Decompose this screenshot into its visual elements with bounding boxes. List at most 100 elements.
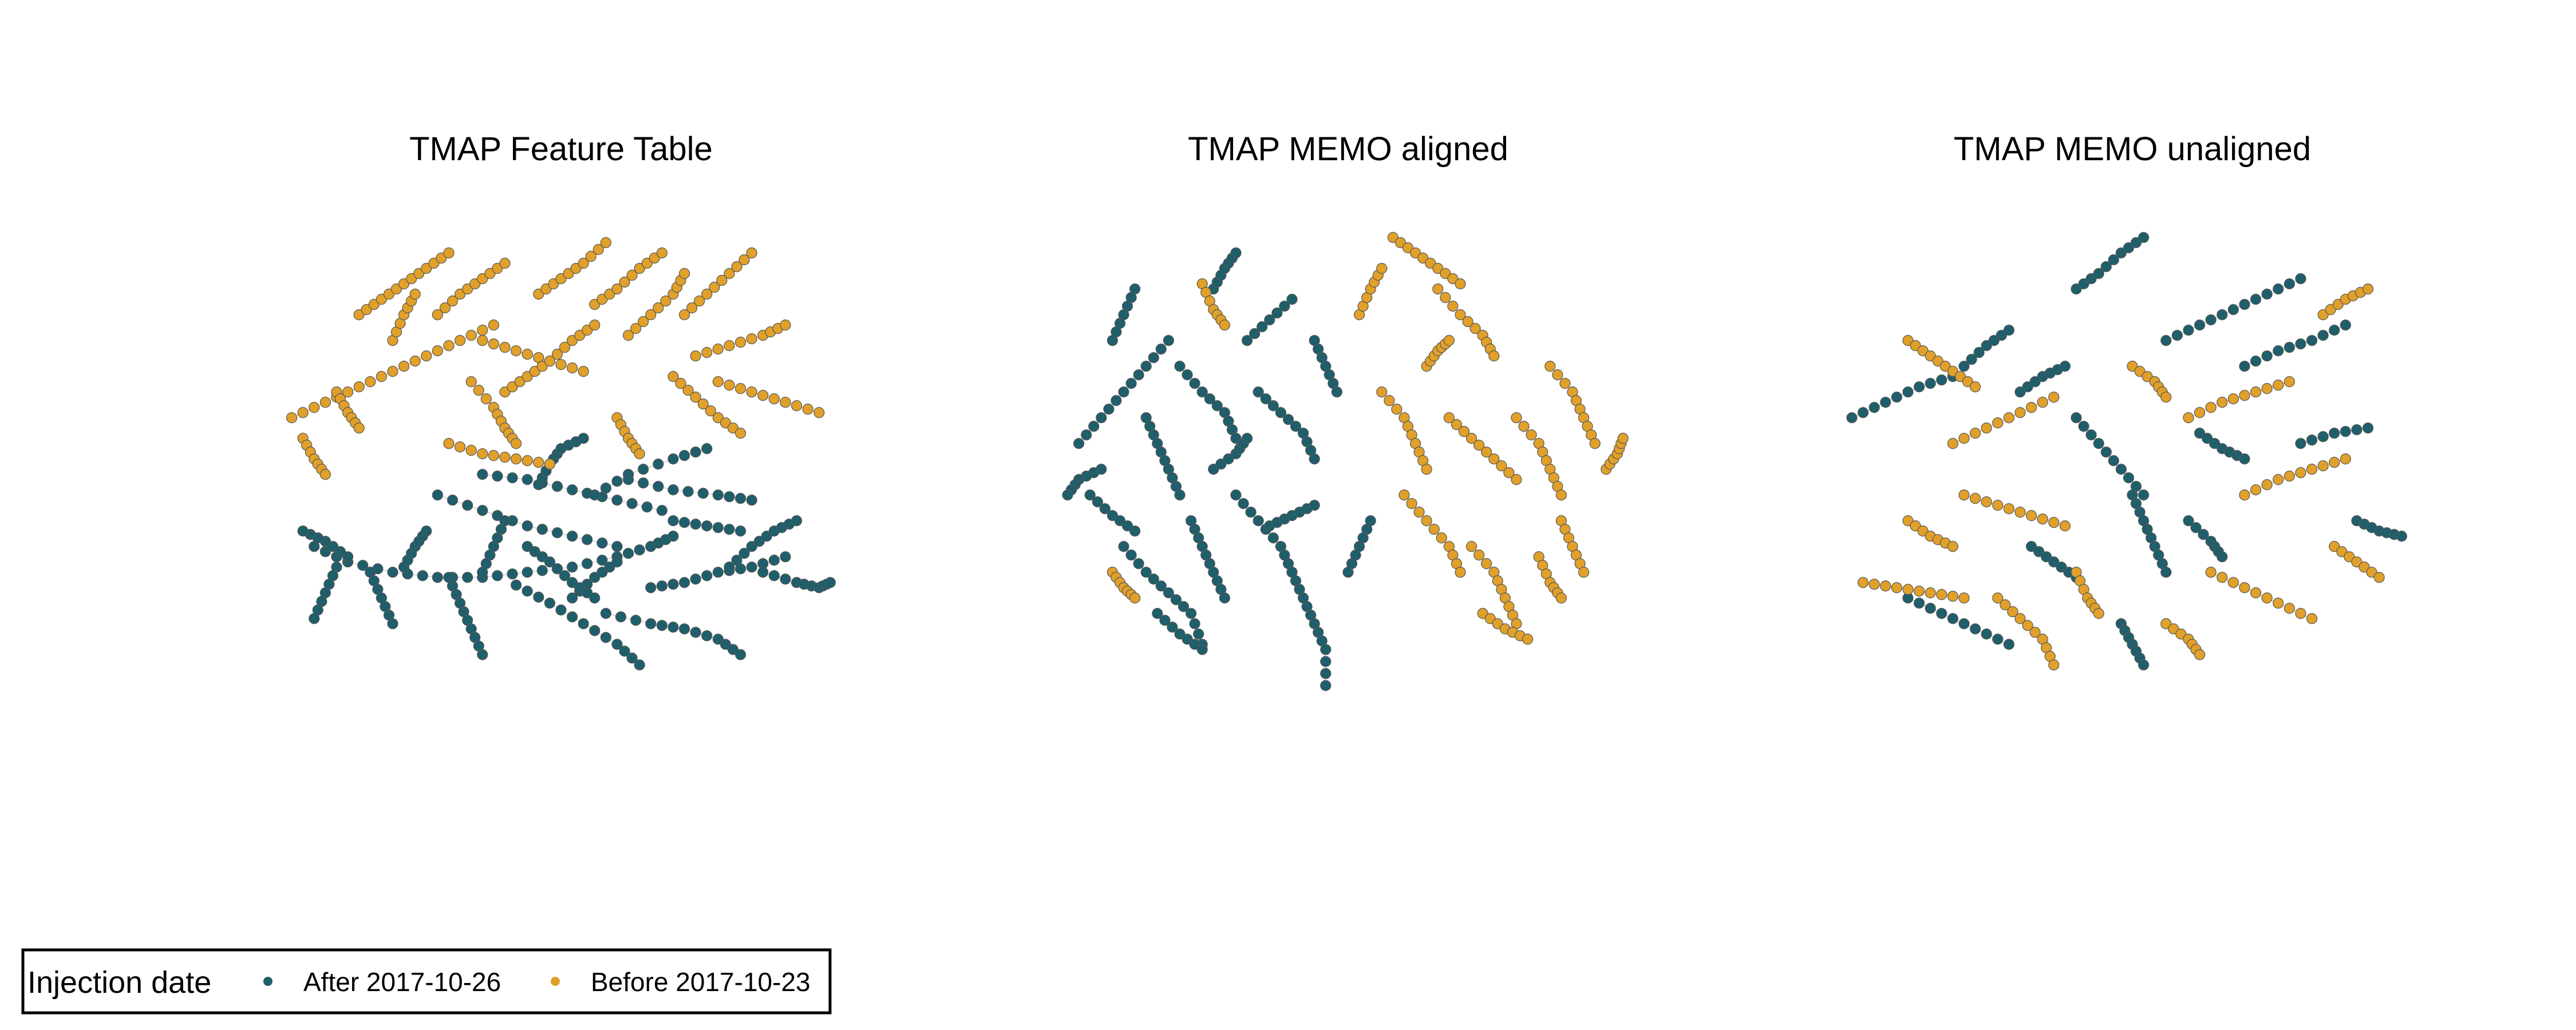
data-point (712, 376, 724, 387)
data-point (724, 491, 735, 502)
data-point (1406, 498, 1417, 509)
data-point (2250, 294, 2262, 305)
data-point (2332, 299, 2344, 310)
data-point (353, 309, 365, 320)
data-point (1394, 237, 1406, 248)
data-point (432, 345, 444, 356)
data-point (1174, 360, 1186, 372)
data-point (2317, 460, 2329, 472)
data-point (387, 566, 398, 578)
data-point (1432, 283, 1444, 295)
data-point (383, 288, 395, 300)
data-point (432, 489, 444, 501)
data-point (1996, 330, 2007, 341)
data-point (1936, 608, 1947, 619)
data-point (1309, 500, 1320, 511)
data-point (1981, 496, 1992, 508)
data-point (1331, 386, 1342, 398)
data-point (2000, 599, 2011, 611)
data-point (1455, 278, 1466, 290)
data-point (780, 319, 791, 331)
data-point (1518, 421, 1530, 432)
data-point (731, 554, 742, 566)
data-point (768, 570, 780, 581)
data-point (2194, 427, 2206, 439)
data-point (1992, 592, 2004, 604)
data-point (2175, 628, 2187, 640)
data-point (2071, 283, 2082, 295)
data-point (712, 566, 724, 578)
data-point (611, 556, 623, 568)
data-point (2048, 391, 2060, 403)
data-point (2362, 283, 2374, 295)
data-point (2340, 426, 2351, 437)
data-point (443, 438, 455, 449)
data-point (559, 342, 571, 353)
data-point (376, 294, 388, 305)
data-point (1182, 633, 1193, 645)
data-point (1320, 644, 1332, 655)
data-point (2329, 457, 2340, 468)
data-point (600, 482, 612, 494)
branch-edge (2188, 381, 2290, 418)
data-point (2373, 572, 2385, 583)
data-point (780, 397, 791, 408)
data-point (1947, 438, 1958, 449)
data-point (690, 350, 701, 362)
data-point (712, 412, 724, 423)
data-point (1387, 232, 1398, 243)
data-point (1286, 294, 1298, 305)
data-point (2026, 402, 2037, 413)
data-point (342, 551, 354, 562)
data-point (2273, 597, 2284, 609)
data-point (1125, 549, 1137, 561)
branch-edge (1907, 597, 2009, 645)
data-point (626, 652, 638, 664)
data-point (2138, 659, 2150, 671)
data-point (1925, 587, 1936, 599)
data-point (2306, 464, 2318, 475)
data-point (585, 251, 596, 262)
data-point (1436, 532, 1447, 544)
data-point (1552, 369, 1563, 381)
data-point (611, 639, 623, 650)
data-point (1925, 378, 1936, 389)
data-point (2340, 453, 2351, 465)
legend-marker-after (263, 977, 272, 986)
data-point (1488, 453, 1500, 465)
data-point (1440, 268, 1451, 279)
data-point (653, 302, 664, 314)
data-point (1178, 601, 1190, 612)
data-point (1526, 429, 1537, 441)
data-point (1492, 618, 1503, 629)
data-point (1167, 621, 1178, 633)
data-point (596, 294, 608, 305)
data-point (1992, 633, 2004, 645)
data-point (2227, 393, 2239, 405)
data-point (2239, 489, 2250, 501)
data-point (678, 309, 690, 320)
series-before (1858, 283, 2385, 671)
data-point (2003, 412, 2014, 423)
data-point (1421, 464, 1432, 475)
data-point (746, 386, 757, 398)
data-point (1511, 412, 1522, 423)
data-point (469, 278, 481, 290)
data-point (813, 407, 825, 418)
data-point (432, 309, 444, 320)
data-point (2295, 338, 2306, 350)
data-point (626, 270, 638, 281)
data-point (645, 618, 657, 629)
data-point (499, 258, 511, 269)
data-point (521, 348, 533, 360)
data-point (1958, 360, 1970, 372)
data-point (1432, 263, 1444, 274)
data-point (2239, 299, 2250, 310)
plot-area (1062, 232, 1629, 691)
data-point (596, 566, 608, 578)
data-point (2317, 309, 2329, 320)
data-point (499, 342, 511, 353)
data-point (701, 288, 713, 300)
panel-title: TMAP MEMO aligned (1188, 130, 1508, 168)
data-point (2283, 603, 2295, 614)
